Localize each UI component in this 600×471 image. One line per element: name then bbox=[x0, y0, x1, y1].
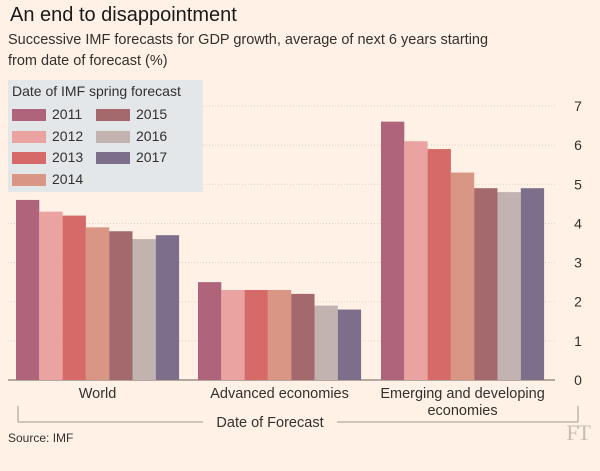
bar-2012-2 bbox=[404, 141, 428, 380]
y-tick-label: 4 bbox=[574, 215, 582, 231]
chart-subtitle: Successive IMF forecasts for GDP growth,… bbox=[8, 30, 568, 72]
bar-2014-0 bbox=[85, 227, 110, 380]
y-tick-label: 3 bbox=[574, 255, 582, 271]
bar-2012-1 bbox=[221, 289, 245, 380]
legend-label: 2014 bbox=[52, 170, 84, 187]
source-note: Source: IMF bbox=[8, 431, 74, 445]
bar-2012-0 bbox=[39, 211, 63, 380]
bar-2013-2 bbox=[427, 149, 451, 380]
legend-swatch bbox=[12, 152, 46, 164]
x-axis-label-bg bbox=[203, 410, 337, 432]
x-axis-bracket: Date of Forecast bbox=[17, 406, 579, 432]
legend-label: 2011 bbox=[52, 106, 83, 122]
bar-2016-2 bbox=[497, 192, 521, 380]
x-category-label: economies bbox=[427, 403, 497, 419]
ft-logo: FT bbox=[566, 420, 591, 445]
legend-swatch bbox=[12, 130, 46, 143]
legend-label: 2017 bbox=[136, 149, 168, 165]
legend-label: 2015 bbox=[136, 106, 168, 122]
bar-2014-2 bbox=[450, 172, 475, 380]
bar-2016-0 bbox=[132, 239, 156, 380]
legend-swatch bbox=[12, 173, 46, 186]
bar-2011-2 bbox=[381, 121, 405, 381]
legend-label: 2013 bbox=[52, 149, 84, 165]
y-tick-label: 6 bbox=[574, 137, 582, 153]
bar-2015-2 bbox=[474, 188, 498, 380]
legend-swatch bbox=[96, 130, 130, 143]
subtitle-line-2: from date of forecast (%) bbox=[8, 53, 168, 69]
legend: Date of IMF spring forecast 2011 2012 2013… bbox=[8, 80, 203, 192]
subtitle-line-1: Successive IMF forecasts for GDP growth,… bbox=[8, 32, 489, 48]
y-tick-label: 5 bbox=[574, 176, 582, 192]
bar-2017-0 bbox=[155, 235, 180, 380]
legend-label: 2012 bbox=[52, 127, 84, 144]
bar-2017-2 bbox=[520, 188, 545, 380]
bar-2013-1 bbox=[244, 289, 268, 380]
bar-2014-1 bbox=[267, 289, 292, 380]
legend-label: 2016 bbox=[136, 127, 168, 144]
x-category-label: World bbox=[79, 386, 117, 402]
legend-swatch bbox=[96, 109, 130, 121]
legend-swatch bbox=[96, 152, 130, 164]
y-tick-label: 7 bbox=[574, 98, 582, 114]
x-axis-label: Date of Forecast bbox=[216, 415, 323, 431]
y-tick-labels: 0 1 2 3 4 5 6 7 bbox=[574, 98, 582, 388]
bar-2015-0 bbox=[109, 231, 133, 380]
bar-2013-0 bbox=[62, 215, 86, 380]
y-tick-label: 1 bbox=[574, 333, 582, 349]
x-category-label: Advanced economies bbox=[210, 386, 349, 402]
y-tick-label: 2 bbox=[574, 294, 582, 310]
x-category-label: Emerging and developing bbox=[380, 386, 544, 402]
x-category-labels: World Advanced economies Emerging and deve… bbox=[79, 386, 545, 419]
bar-2017-1 bbox=[337, 309, 362, 380]
bar-2011-1 bbox=[198, 282, 222, 380]
bar-2015-1 bbox=[291, 293, 315, 380]
legend-title: Date of IMF spring forecast bbox=[12, 83, 181, 99]
bar-2011-0 bbox=[16, 199, 40, 380]
y-tick-label: 0 bbox=[574, 372, 582, 388]
legend-swatch bbox=[12, 109, 46, 121]
bars bbox=[16, 121, 545, 381]
bar-2016-1 bbox=[314, 305, 338, 380]
chart-title: An end to disappointment bbox=[10, 4, 237, 26]
